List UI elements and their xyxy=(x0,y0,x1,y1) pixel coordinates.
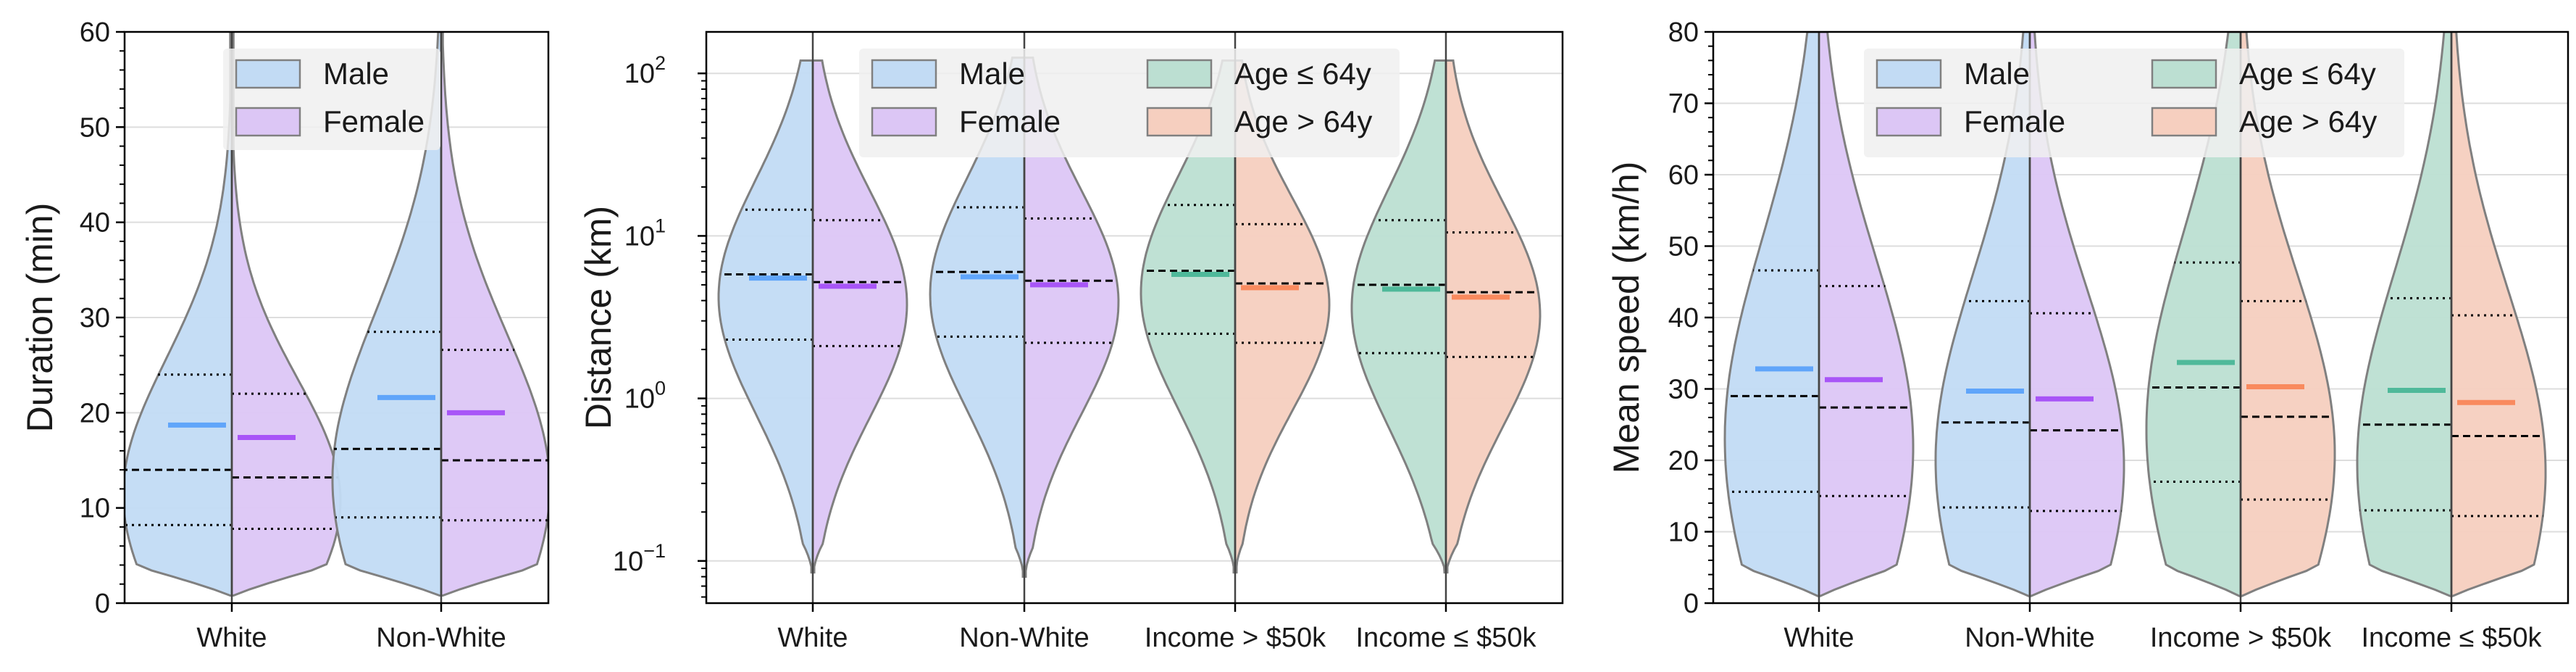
violin-half-income-50k-age_old xyxy=(2450,32,2547,597)
legend-label-female: Female xyxy=(959,104,1061,138)
legend-swatch-age_young xyxy=(2151,59,2217,89)
y-tick-label: 40 xyxy=(80,208,110,238)
x-tick-label-income-50k: Income ≤ $50k xyxy=(2362,623,2543,653)
x-tick-label-white: White xyxy=(196,623,267,653)
y-axis-label: Duration (min) xyxy=(20,203,60,433)
y-tick-label: 50 xyxy=(80,112,110,143)
legend-label-male: Male xyxy=(1964,57,2030,91)
plot-area xyxy=(1723,32,2547,603)
y-tick-label: 60 xyxy=(1668,160,1699,191)
legend-label-male: Male xyxy=(323,57,389,91)
x-tick-label-non-white: Non-White xyxy=(376,623,506,653)
y-tick-exponent: 2 xyxy=(655,52,666,74)
violin-half-non-white-female xyxy=(440,32,548,597)
y-tick-label: 80 xyxy=(1668,17,1699,48)
legend: Male Female xyxy=(223,49,440,150)
chart-panel-1: Male Female 0 10 20 30 40 50 60 White Non-White Dur… xyxy=(20,17,550,653)
violin-half-white-male xyxy=(717,59,814,574)
y-tick-exponent: 0 xyxy=(655,378,666,399)
legend-label-female: Female xyxy=(323,104,425,138)
legend-swatch-male xyxy=(871,59,937,89)
violin-half-white-female xyxy=(1818,32,1915,597)
legend-swatch-male xyxy=(235,59,301,89)
legend-swatch-female xyxy=(1875,107,1942,137)
legend-swatch-age_old xyxy=(1146,107,1213,137)
y-tick-label: 60 xyxy=(80,17,110,48)
y-tick-label: 20 xyxy=(1668,446,1699,476)
violin-half-income-50k-age_young xyxy=(1350,59,1447,574)
legend-label-male: Male xyxy=(959,57,1025,91)
x-tick-label-white: White xyxy=(1783,623,1854,653)
y-tick-label: 10−1 xyxy=(613,540,666,577)
x-tick-label-white: White xyxy=(777,623,848,653)
y-tick-label: 100 xyxy=(624,378,666,415)
violin-half-income-50k-age_old xyxy=(1444,59,1542,574)
x-tick-label-non-white: Non-White xyxy=(959,623,1090,653)
y-tick-label: 101 xyxy=(624,215,666,252)
x-tick-label-income-50k: Income > $50k xyxy=(1145,623,1326,653)
x-tick-label-income-50k: Income ≤ $50k xyxy=(1356,623,1537,653)
y-tick-label: 0 xyxy=(1684,589,1699,619)
legend: Male Female Age ≤ 64y Age > 64y xyxy=(1864,49,2404,157)
legend-box xyxy=(1864,49,2404,157)
y-tick-label: 102 xyxy=(624,52,666,89)
legend-label-female: Female xyxy=(1964,104,2065,138)
violin-half-white-male xyxy=(125,32,233,597)
legend-swatch-female xyxy=(235,107,301,137)
y-axis-label: Mean speed (km/h) xyxy=(1606,162,1647,474)
legend-swatch-age_old xyxy=(2151,107,2217,137)
legend-box xyxy=(859,49,1400,157)
legend-label-age_young: Age ≤ 64y xyxy=(1234,57,1371,91)
y-tick-label: 0 xyxy=(95,589,110,619)
x-tick-label-income-50k: Income > $50k xyxy=(2150,623,2332,653)
legend-label-age_old: Age > 64y xyxy=(2239,104,2377,138)
y-tick-label: 30 xyxy=(80,303,110,333)
legend-swatch-female xyxy=(871,107,937,137)
axes-frame xyxy=(705,30,1564,605)
legend-label-age_young: Age ≤ 64y xyxy=(2239,57,2376,91)
legend-label-age_old: Age > 64y xyxy=(1234,104,1372,138)
legend-swatch-male xyxy=(1875,59,1942,89)
violin-half-income-50k-age_young xyxy=(2356,32,2453,597)
y-tick-label: 70 xyxy=(1668,89,1699,120)
legend: Male Female Age ≤ 64y Age > 64y xyxy=(859,49,1400,157)
violin-half-white-female xyxy=(811,59,908,574)
y-tick-label: 10 xyxy=(80,494,110,524)
y-tick-label: 30 xyxy=(1668,375,1699,405)
y-tick-label: 50 xyxy=(1668,232,1699,262)
y-tick-exponent: 1 xyxy=(655,215,666,236)
legend-swatch-age_young xyxy=(1146,59,1213,89)
y-tick-label: 10 xyxy=(1668,518,1699,548)
x-tick-label-non-white: Non-White xyxy=(1965,623,2095,653)
y-tick-label: 20 xyxy=(80,398,110,428)
y-tick-label: 40 xyxy=(1668,303,1699,333)
y-tick-exponent: −1 xyxy=(643,540,666,562)
chart-panel-3: Male Female Age ≤ 64y Age > 64y 0 10 20 30 40 50 6… xyxy=(1606,17,2569,653)
y-axis-label: Distance (km) xyxy=(578,206,619,429)
violin-half-white-male xyxy=(1723,32,1820,597)
